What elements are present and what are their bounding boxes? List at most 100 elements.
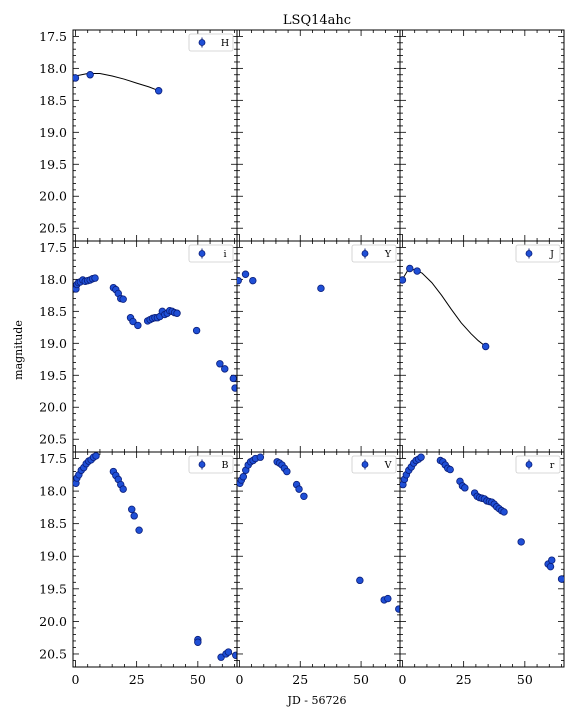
legend-box: [515, 244, 561, 263]
y-tick-label: 18.0: [39, 484, 67, 499]
legend-label: Y: [384, 249, 392, 260]
legend: J: [515, 244, 561, 263]
data-point: [91, 274, 99, 282]
data-points: [237, 453, 400, 613]
x-tick-label: 25: [292, 672, 308, 687]
data-point: [237, 276, 242, 285]
panel-frame: [72, 240, 238, 453]
legend-box: [515, 455, 561, 474]
data-points: [73, 71, 163, 95]
data-point: [317, 284, 325, 293]
data-point: [546, 562, 555, 571]
data-point: [239, 473, 248, 481]
panel-frame: [236, 29, 401, 242]
legend-marker: [198, 461, 206, 468]
legend-box: [351, 244, 397, 263]
data-point: [129, 317, 137, 326]
data-point: [500, 508, 508, 516]
legend-label: J: [549, 249, 554, 260]
legend-marker: [361, 250, 369, 257]
data-point: [300, 492, 308, 501]
data-point: [216, 360, 224, 368]
panel-frame: [399, 451, 565, 668]
data-points: [400, 264, 490, 351]
data-point: [400, 276, 407, 284]
data-point: [548, 556, 556, 564]
data-point: [73, 74, 80, 82]
panel-empty-2: [399, 29, 565, 242]
fit-curve: [401, 268, 487, 347]
data-point: [517, 538, 525, 546]
data-point: [92, 452, 100, 460]
data-point: [241, 270, 250, 278]
data-point: [229, 374, 237, 383]
legend-label: V: [384, 460, 392, 471]
data-point: [194, 638, 202, 646]
data-point: [86, 71, 94, 79]
y-tick-label: 19.0: [39, 549, 67, 564]
legend-marker: [525, 250, 533, 257]
y-tick-label: 20.5: [39, 221, 67, 236]
y-axis-label: magnitude: [12, 320, 25, 380]
y-tick-label: 20.0: [39, 614, 67, 629]
data-point: [283, 467, 291, 476]
panel-frame: [399, 29, 565, 242]
y-tick-label: 19.5: [39, 368, 67, 383]
data-point: [173, 309, 181, 317]
panel-frame: [72, 29, 238, 242]
x-tick-label: 0: [398, 672, 406, 687]
legend-label: r: [550, 460, 555, 471]
data-point: [295, 485, 303, 493]
legend: H: [188, 33, 234, 52]
data-point: [446, 465, 454, 474]
panel-empty-1: [236, 29, 401, 242]
panel-frame: [236, 451, 401, 668]
data-point: [356, 576, 364, 585]
data-point: [413, 267, 421, 275]
y-tick-label: 19.0: [39, 125, 67, 140]
panel-V: 0 25 50 V: [235, 451, 401, 687]
data-point: [557, 575, 564, 583]
data-point: [119, 485, 127, 493]
data-point: [154, 87, 163, 95]
y-tick-label: 17.5: [39, 451, 67, 466]
x-tick-label: 25: [129, 672, 145, 687]
data-point: [134, 321, 142, 330]
panel-J: J: [399, 240, 565, 453]
legend-box: [188, 33, 234, 52]
legend: Y: [351, 244, 397, 263]
data-point: [417, 453, 425, 461]
data-point: [221, 365, 229, 373]
y-tick-label: 19.5: [39, 157, 67, 172]
x-tick-label: 0: [235, 672, 243, 687]
legend: i: [188, 244, 234, 263]
x-tick-label: 50: [517, 672, 533, 687]
panel-frame: [236, 240, 401, 453]
panel-i: 17.5 18.0 18.5 19.0 19.5 20.0 20.5 i: [39, 240, 238, 453]
data-point: [232, 651, 237, 659]
legend-marker: [198, 250, 206, 257]
panel-B: 17.5 18.0 18.5 19.0 19.5 20.0 20.5 0 25 50 B: [39, 451, 238, 687]
data-points: [73, 274, 237, 392]
y-tick-label: 19.5: [39, 581, 67, 596]
y-tick-label: 20.5: [39, 646, 67, 661]
data-point: [461, 484, 469, 492]
panel-grid: 17.5 18.0 18.5 19.0 19.5 20.0 20.5 H 17.5 18.0 18.…: [39, 29, 565, 687]
data-point: [384, 594, 392, 603]
data-point: [192, 326, 201, 335]
legend-box: [351, 455, 397, 474]
y-tick-label: 17.5: [39, 240, 67, 255]
y-tick-label: 20.0: [39, 400, 67, 415]
y-tick-label: 18.5: [39, 93, 67, 108]
legend: B: [188, 455, 234, 474]
data-point: [481, 342, 490, 351]
y-tick-label: 17.5: [39, 29, 67, 44]
panel-Y: Y: [236, 240, 401, 453]
legend-marker: [198, 39, 206, 46]
data-points: [400, 453, 564, 583]
legend-marker: [361, 461, 369, 468]
panel-frame: [72, 451, 238, 668]
legend-label: i: [223, 249, 226, 260]
x-axis-label: JD - 56726: [287, 694, 347, 707]
